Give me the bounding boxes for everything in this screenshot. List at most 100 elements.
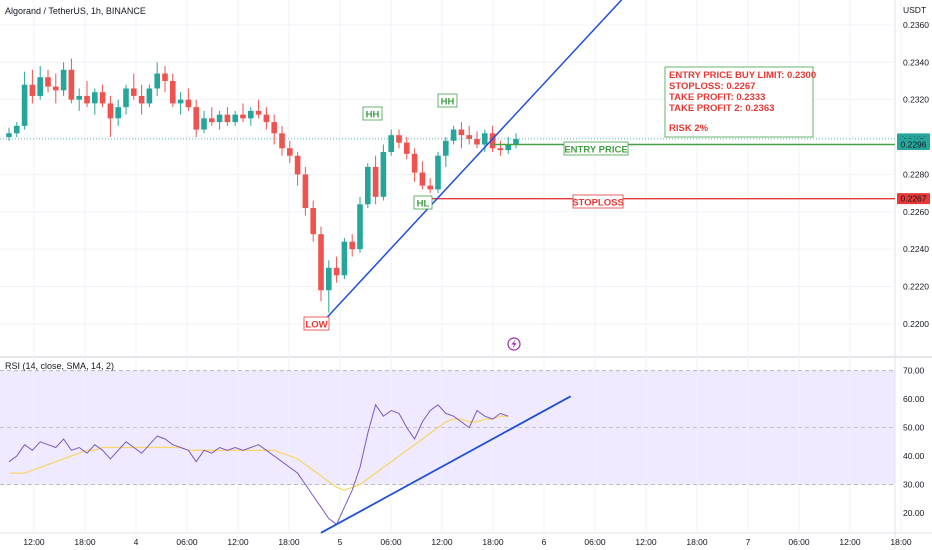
candle-body <box>302 174 309 209</box>
time-tick-label: 18:00 <box>278 537 300 547</box>
candle-body <box>263 114 270 123</box>
hl-label: HL <box>413 195 433 210</box>
entry-price-label: ENTRY PRICE <box>563 141 629 156</box>
time-tick-label: 12:00 <box>635 537 657 547</box>
price-badge <box>897 193 930 205</box>
candle-body <box>60 69 67 91</box>
price-tick-label: 0.2280 <box>903 169 929 179</box>
rsi-tick-label: 30.00 <box>903 479 925 489</box>
rsi-tick-label: 40.00 <box>903 451 925 461</box>
candle-body <box>146 88 153 104</box>
candle-body <box>489 133 496 149</box>
time-tick-label: 12:00 <box>431 537 453 547</box>
time-tick-label: 12:00 <box>23 537 45 547</box>
candle-body <box>68 69 75 100</box>
symbol-title: Algorand / TetherUS, 1h, BINANCE <box>5 6 146 16</box>
candle-body <box>138 95 145 104</box>
price-levels <box>0 138 895 200</box>
candle-body <box>419 172 426 186</box>
svg-text:TAKE PROFIT: 0.2333: TAKE PROFIT: 0.2333 <box>669 92 765 103</box>
candle-body <box>466 135 472 139</box>
rsi-axis: 70.00 60.00 50.00 40.00 30.00 20.00 <box>903 366 925 518</box>
time-tick-label: 18:00 <box>482 537 504 547</box>
candle-body <box>185 99 192 108</box>
candle-body <box>115 107 121 119</box>
candle-body <box>333 267 340 276</box>
time-tick-label: 06:00 <box>380 537 402 547</box>
candle-body <box>37 77 43 96</box>
candle-body <box>357 204 363 250</box>
candle-body <box>29 84 36 96</box>
price-trendline <box>320 0 623 325</box>
candle-body <box>240 114 246 119</box>
price-tick-label: 0.2260 <box>903 207 929 217</box>
candle-body <box>404 142 410 154</box>
candle-body <box>294 155 301 175</box>
currency-label: USDT <box>903 5 926 15</box>
stoploss-label: STOPLOSS <box>572 194 624 209</box>
candle-body <box>310 208 316 235</box>
candle-body <box>209 118 215 123</box>
lightning-icon[interactable] <box>507 337 521 351</box>
candle-body <box>318 234 324 291</box>
price-pane[interactable] <box>0 0 895 357</box>
rsi-trendline <box>320 395 572 534</box>
hh-label-2: HH <box>437 93 458 108</box>
candle-body <box>513 138 519 145</box>
svg-text:ENTRY PRICE: ENTRY PRICE <box>564 145 627 156</box>
rsi-tick-label: 20.00 <box>903 508 925 518</box>
candle-body <box>326 267 332 291</box>
rsi-line <box>8 403 509 526</box>
price-tick-label: 0.2220 <box>903 281 929 291</box>
rsi-tick-label: 60.00 <box>903 394 925 404</box>
time-tick-label: 06:00 <box>176 537 198 547</box>
low-label: LOW <box>303 316 330 331</box>
candle-body <box>193 107 199 130</box>
trade-plan-box: ENTRY PRICE BUY LIMIT: 0.2300 STOPLOSS: … <box>664 66 816 138</box>
svg-text:LOW: LOW <box>305 320 327 331</box>
price-badge-text: 0.2296 <box>901 140 927 150</box>
candle-body <box>21 84 28 126</box>
svg-text:TAKE PROFIT 2: 0.2363: TAKE PROFIT 2: 0.2363 <box>669 103 774 114</box>
candle-body <box>232 114 238 123</box>
candle-body <box>279 133 285 149</box>
candle-body <box>255 110 262 115</box>
candle-body <box>372 166 379 197</box>
candle-body <box>92 92 98 104</box>
rsi-legend: RSI (14, close, SMA, 14, 2) <box>5 361 114 371</box>
candle-body <box>505 144 511 151</box>
candle-body <box>411 153 418 173</box>
candle-body <box>131 88 137 96</box>
price-tick-label: 0.2240 <box>903 244 929 254</box>
candle-body <box>76 95 82 100</box>
candle-body <box>162 73 168 81</box>
svg-text:HL: HL <box>417 199 430 210</box>
candle-body <box>177 99 184 104</box>
candle-body <box>154 73 160 89</box>
candle-body <box>14 125 20 134</box>
price-tick-label: 0.2320 <box>903 95 929 105</box>
time-axis[interactable]: 12:00 18:00 4 06:00 12:00 18:00 5 06:00 12:00 18:… <box>23 537 912 547</box>
candle-body <box>287 148 293 156</box>
time-tick-label: 12:00 <box>839 537 861 547</box>
time-tick-label: 5 <box>338 537 343 547</box>
svg-text:STOPLOSS: 0.2267: STOPLOSS: 0.2267 <box>669 81 755 92</box>
price-tick-label: 0.2340 <box>903 57 929 67</box>
price-axis[interactable]: 0.23600.23400.23200.23000.22800.22600.22… <box>897 20 930 329</box>
candle-body <box>107 103 114 119</box>
candle-body <box>443 140 449 156</box>
candle-body <box>458 129 465 136</box>
candle-body <box>497 148 504 151</box>
price-tick-label: 0.2360 <box>903 20 929 30</box>
candle-body <box>380 151 387 197</box>
hh-label-1: HH <box>362 106 383 121</box>
candle-body <box>53 86 59 91</box>
trendlines[interactable] <box>320 0 633 534</box>
svg-text:HH: HH <box>441 97 455 108</box>
candle-body <box>6 133 12 138</box>
candle-body <box>435 155 441 190</box>
rsi-tick-label: 50.00 <box>903 423 925 433</box>
candle-body <box>84 95 90 104</box>
rsi-pane <box>0 370 895 526</box>
